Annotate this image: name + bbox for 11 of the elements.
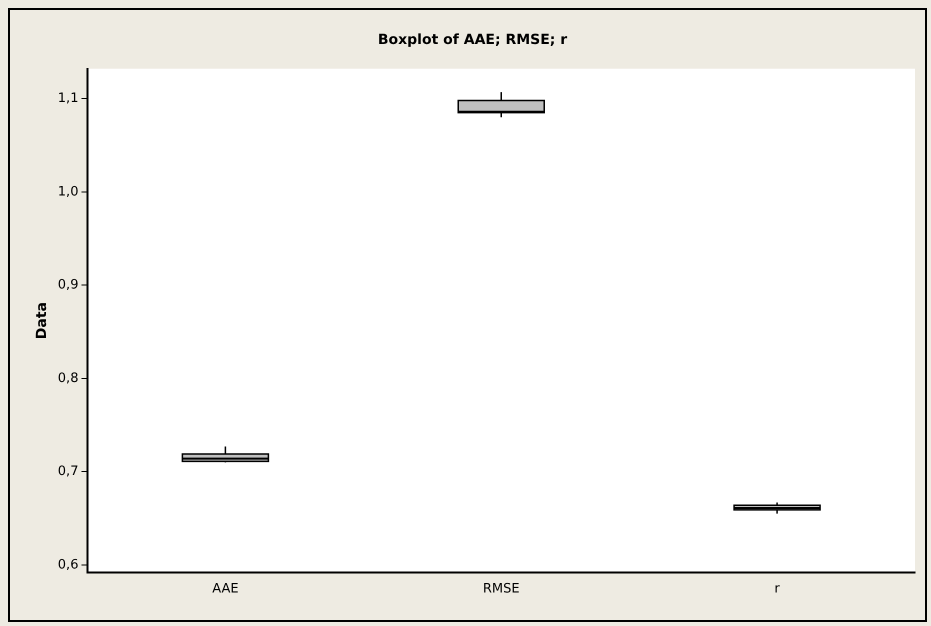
- x-tick-label: AAE: [212, 582, 239, 597]
- y-tick-label: 0,7: [58, 464, 78, 480]
- y-tick-label: 0,8: [58, 370, 78, 386]
- y-tick-label: 0,6: [58, 557, 78, 572]
- y-tick-label: 1,0: [58, 184, 78, 200]
- x-tick-label: RMSE: [482, 582, 520, 597]
- y-axis-title: Data: [34, 302, 50, 340]
- chart-title: Boxplot of AAE; RMSE; r: [378, 32, 568, 48]
- x-tick-label: r: [774, 582, 780, 597]
- y-tick-label: 1,1: [58, 91, 78, 106]
- y-tick-label: 0,9: [58, 278, 78, 293]
